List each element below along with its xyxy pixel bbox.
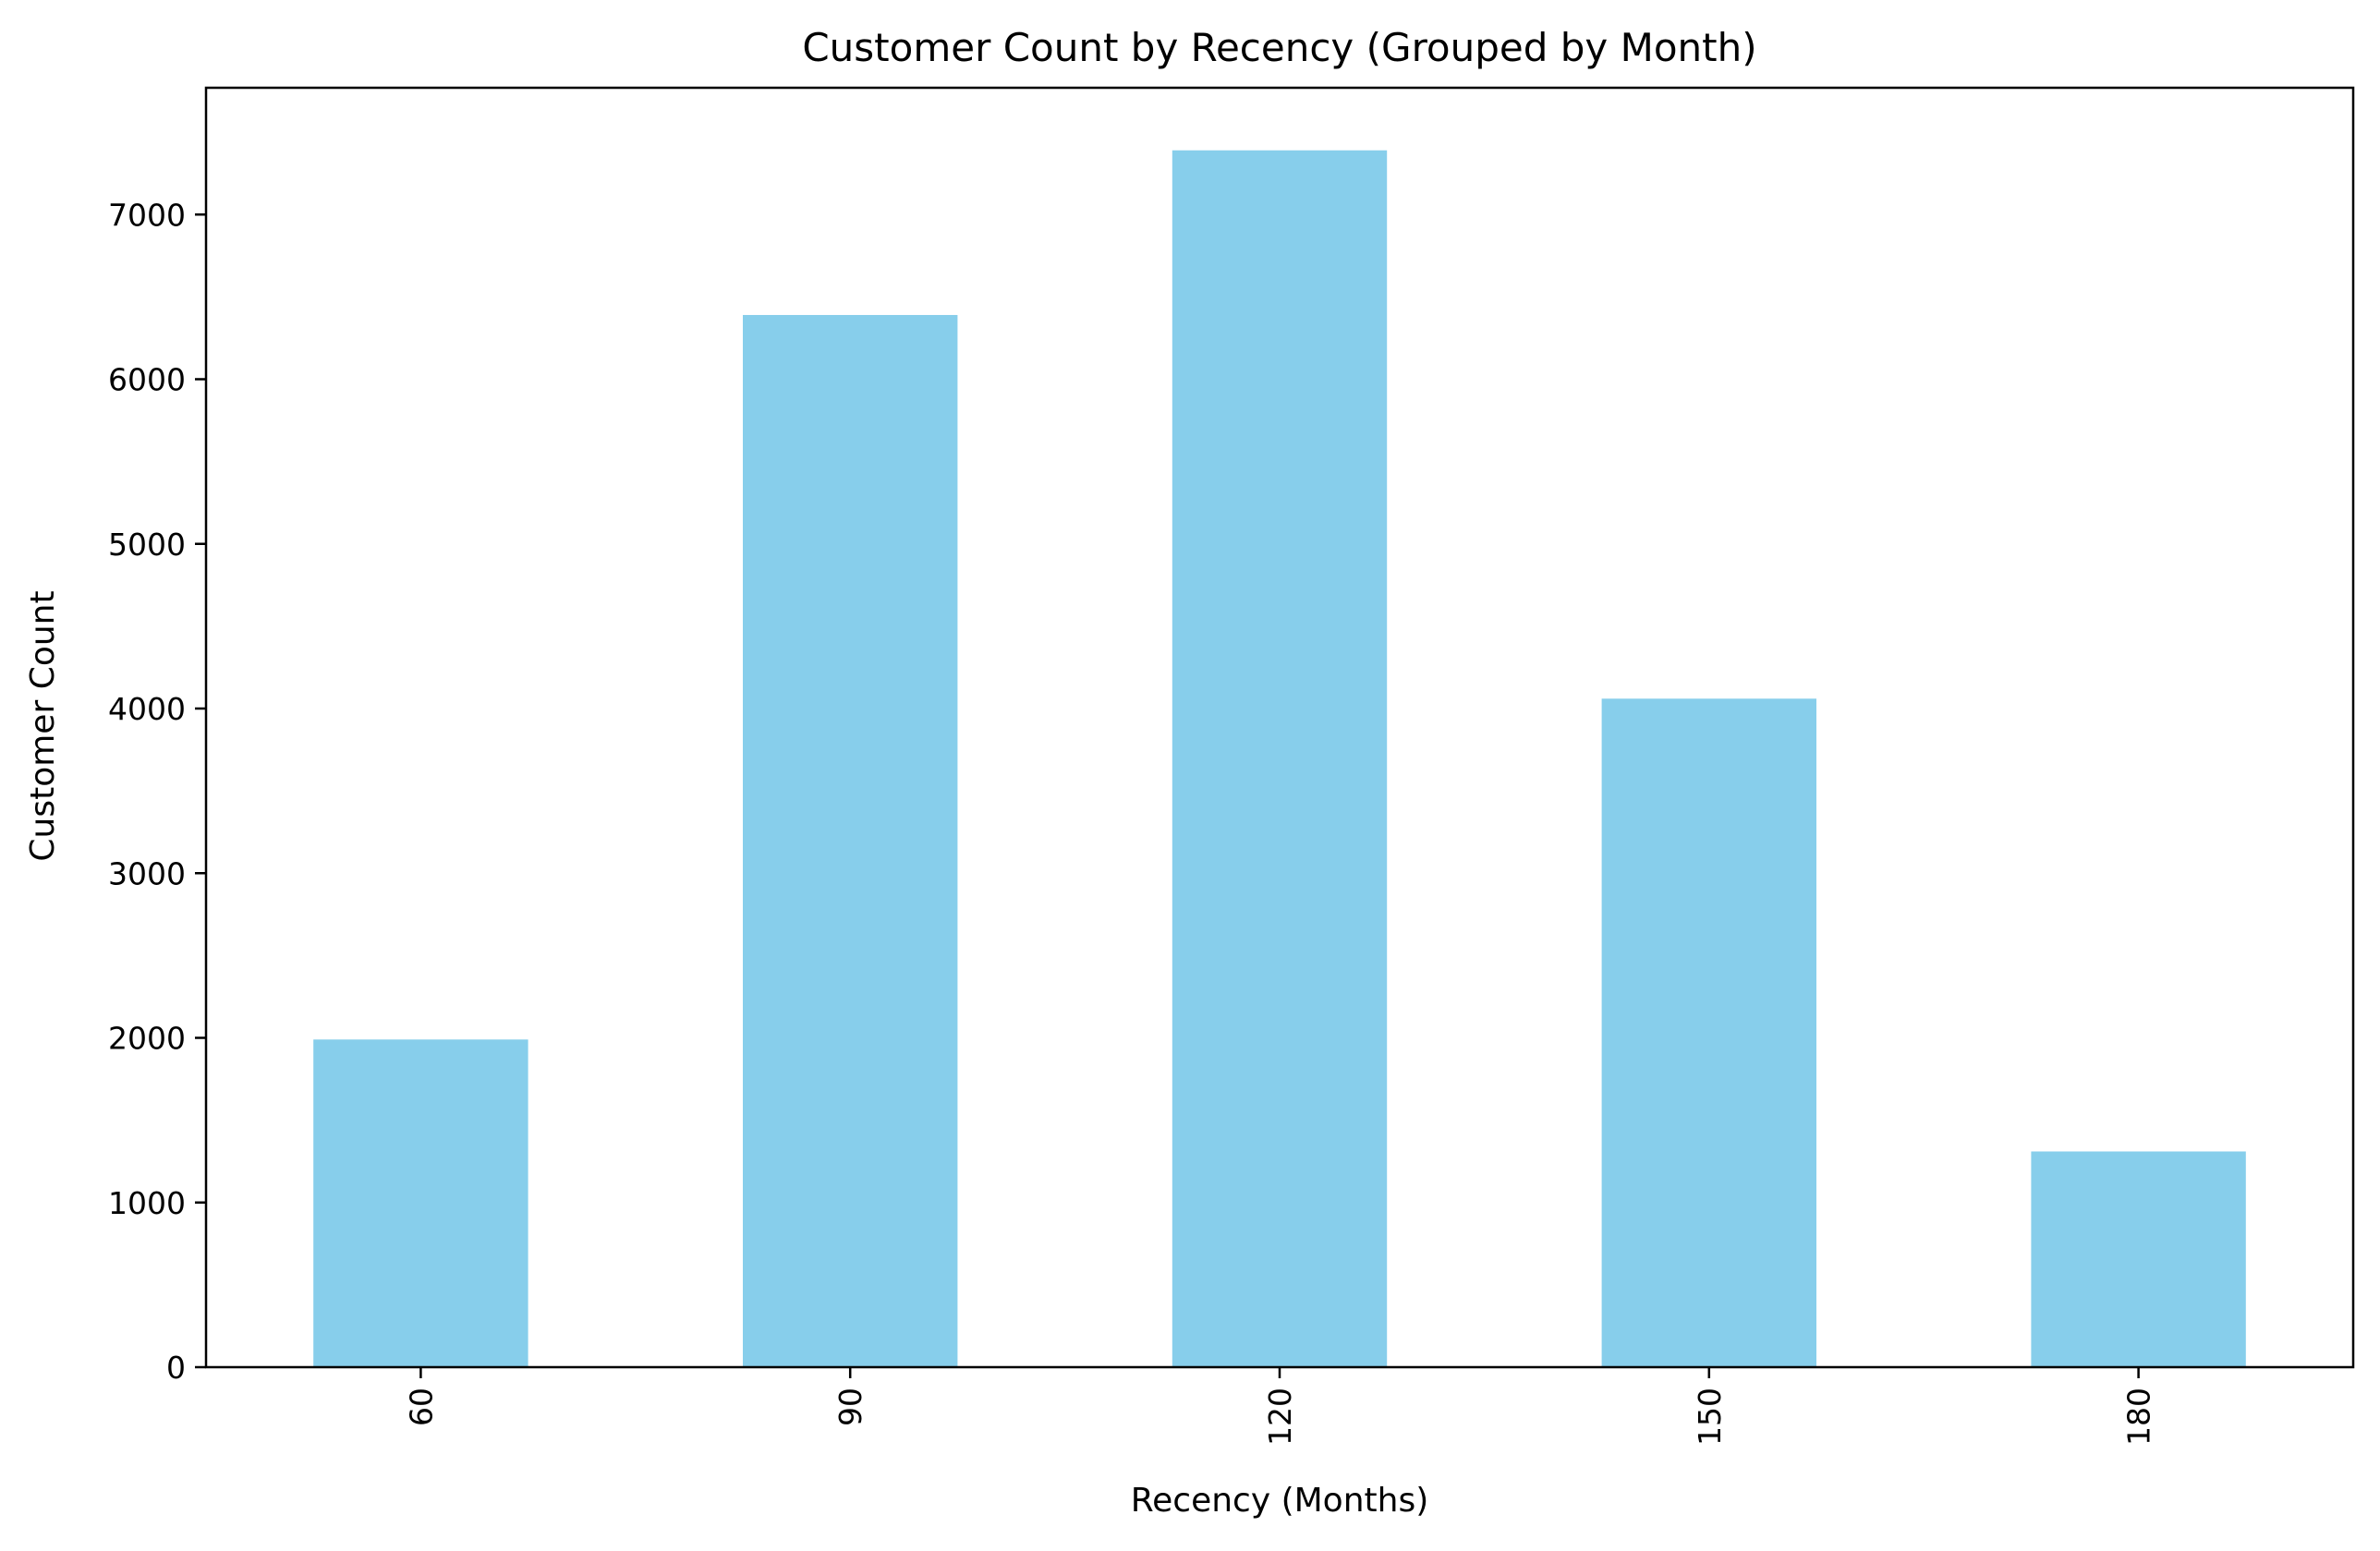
bar-60 (313, 1039, 528, 1367)
y-tick-label-4000: 4000 (108, 691, 186, 727)
x-tick-label-60: 60 (403, 1387, 439, 1426)
bar-120 (1172, 150, 1388, 1368)
bar-180 (2031, 1151, 2246, 1367)
y-tick-label-1000: 1000 (108, 1185, 186, 1221)
bar-90 (743, 314, 958, 1367)
x-tick-label-120: 120 (1262, 1387, 1298, 1446)
axes-layer: 0 1000 2000 3000 4000 5000 6000 7000 60 90 120 150 1… (108, 86, 2355, 1446)
x-tick-label-90: 90 (832, 1387, 868, 1426)
y-tick-label-0: 0 (166, 1350, 186, 1386)
bars-layer (313, 150, 2246, 1368)
bar-150 (1601, 698, 1816, 1367)
y-axis-label: Customer Count (24, 590, 62, 861)
y-tick-label-3000: 3000 (108, 855, 186, 891)
chart-title: Customer Count by Recency (Grouped by Mo… (802, 25, 1756, 70)
y-tick-label-2000: 2000 (108, 1021, 186, 1057)
y-tick-label-5000: 5000 (108, 527, 186, 563)
y-tick-label-6000: 6000 (108, 362, 186, 398)
x-tick-label-180: 180 (2121, 1387, 2157, 1446)
x-axis-label: Recency (Months) (1131, 1482, 1429, 1520)
x-tick-label-150: 150 (1692, 1387, 1728, 1446)
y-tick-label-7000: 7000 (108, 197, 186, 233)
